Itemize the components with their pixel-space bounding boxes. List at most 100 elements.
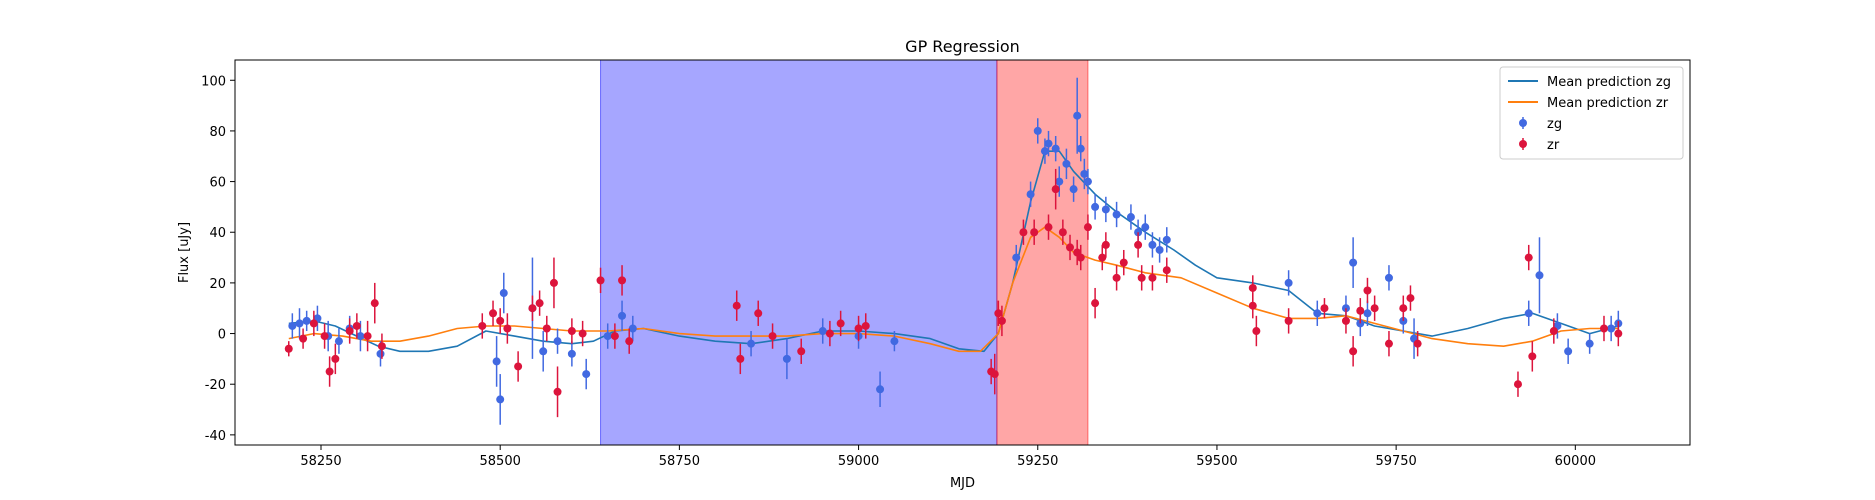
point-zr <box>1083 223 1092 232</box>
point-zg <box>1026 190 1035 199</box>
point-zr <box>618 276 627 285</box>
point-zg <box>1073 111 1082 120</box>
point-zg <box>1349 258 1358 267</box>
point-zr <box>1162 266 1171 275</box>
point-zg <box>496 395 505 404</box>
point-zr <box>736 354 745 363</box>
point-zr <box>1549 327 1558 336</box>
point-zr <box>1528 352 1537 361</box>
point-zg <box>1044 139 1053 148</box>
point-zr <box>567 327 576 336</box>
point-zr <box>542 324 551 333</box>
point-zr <box>325 367 334 376</box>
point-zr <box>997 316 1006 325</box>
point-zg <box>1162 235 1171 244</box>
point-zr <box>1112 273 1121 282</box>
point-zr <box>1320 304 1329 313</box>
x-axis-label: MJD <box>950 476 975 491</box>
point-zg <box>1083 177 1092 186</box>
point-zr <box>496 316 505 325</box>
point-zg <box>876 385 885 394</box>
point-zr <box>596 276 605 285</box>
point-zr <box>1363 286 1372 295</box>
point-zg <box>1112 210 1121 219</box>
point-zg <box>1091 202 1100 211</box>
legend-label: zg <box>1547 117 1562 132</box>
point-zr <box>1044 223 1053 232</box>
point-zr <box>1248 283 1257 292</box>
point-zg <box>1012 253 1021 262</box>
point-zg <box>334 337 343 346</box>
point-zr <box>836 319 845 328</box>
point-zg <box>618 311 627 320</box>
point-zr <box>1513 380 1522 389</box>
point-zr <box>1252 327 1261 336</box>
x-tick-label: 60000 <box>1555 454 1596 469</box>
point-zr <box>610 332 619 341</box>
point-zr <box>1030 228 1039 237</box>
point-zr <box>1370 304 1379 313</box>
point-zr <box>320 332 329 341</box>
x-tick-label: 58750 <box>659 454 700 469</box>
point-zr <box>1284 316 1293 325</box>
y-axis-label: Flux [uJy] <box>177 222 192 283</box>
chart-title: GP Regression <box>905 37 1020 56</box>
point-zg <box>499 289 508 298</box>
point-zg <box>1062 159 1071 168</box>
point-zg <box>1055 177 1064 186</box>
point-zr <box>797 347 806 356</box>
point-zr <box>1384 339 1393 348</box>
point-zg <box>628 324 637 333</box>
point-zr <box>1248 301 1257 310</box>
point-zr <box>331 354 340 363</box>
point-zr <box>1019 228 1028 237</box>
y-tick-label: 0 <box>218 328 226 343</box>
point-zr <box>299 334 308 343</box>
y-tick-label: 20 <box>209 277 226 292</box>
x-tick-label: 59500 <box>1196 454 1237 469</box>
shaded-region-1 <box>600 59 998 446</box>
point-zg <box>1363 309 1372 318</box>
point-zg <box>295 319 304 328</box>
point-zr <box>309 319 318 328</box>
legend: Mean prediction zg Mean prediction zr zg zr <box>1499 66 1684 160</box>
x-tick-label: 59750 <box>1375 454 1416 469</box>
point-zr <box>1066 243 1075 252</box>
point-zr <box>489 309 498 318</box>
legend-swatch-marker <box>1519 119 1527 127</box>
point-zr <box>1098 253 1107 262</box>
point-zr <box>1058 228 1067 237</box>
x-tick-label: 59250 <box>1017 454 1058 469</box>
point-zr <box>549 278 558 287</box>
point-zr <box>1101 240 1110 249</box>
y-tick-label: 60 <box>209 176 226 191</box>
point-zg <box>818 327 827 336</box>
point-zr <box>503 324 512 333</box>
point-zg <box>567 349 576 358</box>
point-zg <box>1080 169 1089 178</box>
point-zr <box>825 329 834 338</box>
point-zr <box>377 342 386 351</box>
point-zg <box>1141 223 1150 232</box>
point-zg <box>288 321 297 330</box>
point-zg <box>1155 245 1164 254</box>
point-zr <box>1119 258 1128 267</box>
point-zg <box>1564 347 1573 356</box>
point-zr <box>370 299 379 308</box>
legend-box <box>1499 66 1684 160</box>
x-tick-label: 59000 <box>838 454 879 469</box>
point-zr <box>625 337 634 346</box>
legend-label: zr <box>1547 138 1560 153</box>
point-zr <box>578 329 587 338</box>
point-zr <box>994 309 1003 318</box>
point-zg <box>376 349 385 358</box>
point-zr <box>768 332 777 341</box>
y-tick-label: 80 <box>209 125 226 140</box>
point-zr <box>352 321 361 330</box>
point-zr <box>1091 299 1100 308</box>
point-zr <box>1406 294 1415 303</box>
point-zr <box>1413 339 1422 348</box>
point-zr <box>1614 329 1623 338</box>
legend-label: Mean prediction zr <box>1547 96 1669 111</box>
point-zg <box>582 370 591 379</box>
